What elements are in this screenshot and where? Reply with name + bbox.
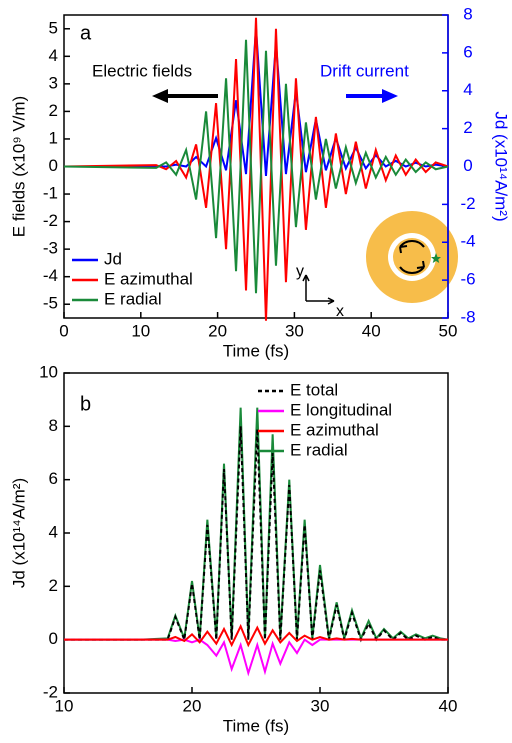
y-tick-label: 4 xyxy=(49,522,58,541)
series-line xyxy=(63,39,449,294)
legend-label: E azimuthal xyxy=(104,269,193,288)
y-axis-label: E fields (x10⁹ V/m) xyxy=(9,96,28,237)
x-axis-label: Time (fs) xyxy=(223,716,289,735)
inset-arrowhead xyxy=(399,245,408,254)
y-tick-label: -2 xyxy=(43,682,58,701)
y2-tick-label: 4 xyxy=(463,80,472,99)
y-tick-label: 3 xyxy=(49,73,58,92)
series-line xyxy=(64,638,448,677)
x-tick-label: 0 xyxy=(59,321,68,340)
inset-core xyxy=(393,238,431,276)
y-tick-label: 0 xyxy=(49,156,58,175)
y-tick-label: -4 xyxy=(43,266,58,285)
x-tick-label: 30 xyxy=(285,321,304,340)
y-tick-label: 8 xyxy=(49,416,58,435)
y-tick-label: 10 xyxy=(39,362,58,381)
annotation-arrowhead xyxy=(152,89,168,103)
y-tick-label: 2 xyxy=(49,101,58,120)
y2-tick-label: -6 xyxy=(460,270,475,289)
y-tick-label: 1 xyxy=(49,128,58,147)
y-tick-label: 5 xyxy=(49,18,58,37)
y-tick-label: 4 xyxy=(49,46,58,65)
legend-label: E total xyxy=(290,380,338,399)
y-tick-label: -2 xyxy=(43,211,58,230)
y-tick-label: -3 xyxy=(43,239,58,258)
legend-label: E radial xyxy=(290,440,348,459)
x-tick-label: 40 xyxy=(362,321,381,340)
y-tick-label: -5 xyxy=(43,294,58,313)
inset: y x xyxy=(296,211,458,320)
x-tick-label: 10 xyxy=(55,696,74,715)
y2-axis-label: Jd (x10¹⁴A/m²) xyxy=(492,111,511,221)
panel-label: a xyxy=(80,22,92,44)
inset-arrow xyxy=(399,240,425,248)
y-tick-label: 6 xyxy=(49,469,58,488)
x-tick-label: 10 xyxy=(131,321,150,340)
inset-x-label: x xyxy=(336,303,344,320)
inset-arrowhead xyxy=(416,260,425,269)
y2-tick-label: -8 xyxy=(460,307,475,326)
inset-star xyxy=(431,253,441,263)
y2-tick-label: -2 xyxy=(460,194,475,213)
y2-tick-label: 2 xyxy=(463,118,472,137)
legend-label: Jd xyxy=(104,249,122,268)
y-tick-label: 2 xyxy=(49,576,58,595)
x-tick-label: 40 xyxy=(439,696,458,715)
inset-arrow xyxy=(399,266,425,274)
x-tick-label: 30 xyxy=(311,696,330,715)
series-line xyxy=(64,407,449,643)
series-line xyxy=(63,17,449,321)
series-line xyxy=(64,426,448,644)
annotation-arrowhead xyxy=(382,89,398,103)
panel-label: b xyxy=(80,393,91,415)
annotation: Electric fields xyxy=(92,61,192,80)
x-tick-label: 20 xyxy=(208,321,227,340)
series-line xyxy=(64,28,449,177)
y2-tick-label: 8 xyxy=(463,4,472,23)
y-tick-label: 0 xyxy=(49,629,58,648)
x-tick-label: 20 xyxy=(183,696,202,715)
x-tick-label: 50 xyxy=(439,321,458,340)
series-line xyxy=(64,623,448,648)
x-axis-label: Time (fs) xyxy=(223,341,289,360)
annotation: Drift current xyxy=(320,61,409,80)
inset-y-label: y xyxy=(296,263,304,280)
legend-label: E longitudinal xyxy=(290,400,392,419)
legend-label: E azimuthal xyxy=(290,420,379,439)
y-tick-label: -1 xyxy=(43,184,58,203)
legend-label: E radial xyxy=(104,289,162,308)
y2-tick-label: -4 xyxy=(460,232,475,251)
y2-tick-label: 0 xyxy=(463,156,472,175)
y-axis-label: Jd (x10¹⁴A/m²) xyxy=(9,478,28,588)
inset-axes xyxy=(302,274,335,305)
y2-tick-label: 6 xyxy=(463,42,472,61)
